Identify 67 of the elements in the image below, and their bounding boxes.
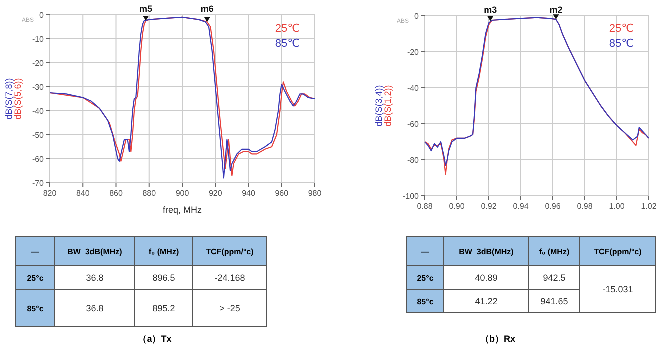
text: 85℃ [275,38,300,50]
x-tick-label: 920 [208,189,223,198]
x-tick-label: 1.02 [641,202,658,211]
text: 85℃ [609,38,634,50]
text: 36.8 [86,273,104,283]
y-tick-label: -30 [32,83,45,92]
text: （a）Tx [138,334,172,344]
category-label: 25°c [27,274,44,283]
x-tick-label: 820 [43,189,58,198]
text: 896.5 [152,273,176,283]
x-tick-label: 860 [110,189,124,198]
text: 36.8 [86,304,104,314]
text: -15.031 [602,284,634,294]
x-tick-label: 980 [308,189,322,198]
category-label: BW_3dB(MHz) [459,248,514,256]
text: 25℃ [275,23,300,35]
text: 25℃ [609,23,634,35]
annotation: m2 [550,5,563,15]
annotation: m3 [484,5,498,15]
y-tick-label: -40 [407,84,420,93]
category-label: f₀ (MHz) [148,248,180,256]
x-tick-label: 0.98 [577,202,594,211]
x-tick-label: 0.94 [513,202,530,211]
x-tick-label: 0.88 [417,202,434,211]
category-label: TCF(ppm/°c) [594,248,642,256]
category-label: f₀ (MHz) [539,248,570,256]
category-label: TCF(ppm/°c) [206,248,254,256]
y-tick-label: 0 [414,12,420,21]
x-tick-label: 0.92 [481,202,498,211]
x-tick-label: 1.00 [609,202,626,211]
text: -24.168 [214,273,246,283]
y-tick-label: -100 [402,192,420,201]
y-tick-label: -10 [32,35,45,44]
x-axis-title: freq, MHz [162,205,202,215]
annotation: m5 [140,4,153,14]
text: 895.2 [152,304,176,314]
y-axis-title: dB(S(7,8)) dB(S(5,6)) [4,78,23,120]
x-tick-label: 940 [242,189,256,198]
y-tick-label: -20 [32,59,45,68]
annotation: m6 [200,4,214,14]
text: 41.22 [475,296,498,306]
category-label: 85°c [27,304,44,314]
x-tick-label: 900 [176,189,190,198]
category-label: 25°c [417,274,434,283]
y-tick-label: -60 [407,120,420,129]
y-tick-label: 0 [40,11,45,20]
x-tick-label: 0.90 [449,202,466,211]
y-tick-label: -50 [32,131,45,140]
y-tick-label: -20 [407,48,420,57]
text: > -25 [220,304,240,314]
category-label: 85°c [417,298,434,306]
y-tick-label: -80 [407,156,420,165]
x-tick-label: 880 [142,189,157,198]
y-tick-label: -40 [32,107,45,116]
y-axis-title: dB(S(3,4)) dB(S(1,2)) [374,85,393,127]
category-label: BW_3dB(MHz) [68,248,123,256]
text: 40.89 [475,273,498,283]
x-tick-label: 960 [275,189,290,198]
category-label: — [422,248,430,256]
y-tick-label: -70 [32,179,45,188]
x-tick-label: 0.96 [545,202,562,211]
text: 942.5 [543,273,566,283]
y-tick-label: -60 [32,155,45,164]
x-tick-label: 840 [76,189,90,198]
text: （b）Rx [480,334,516,344]
text: 941.65 [540,296,568,306]
category-label: — [32,248,40,256]
